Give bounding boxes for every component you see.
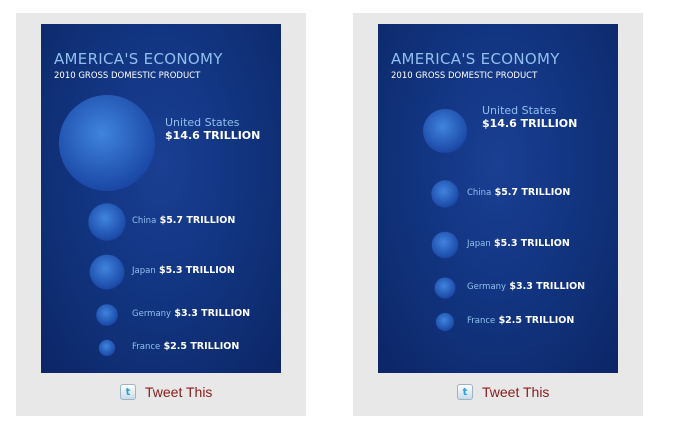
bubble-united-states	[59, 95, 155, 191]
gdp-value: $14.6 TRILLION	[482, 117, 578, 130]
country-name: China	[132, 216, 157, 226]
infographic-poster: AMERICA'S ECONOMY 2010 GROSS DOMESTIC PR…	[378, 24, 618, 373]
tweet-this-button[interactable]: t Tweet This	[120, 381, 212, 403]
infographic-panel-area: AMERICA'S ECONOMY 2010 GROSS DOMESTIC PR…	[353, 13, 643, 416]
gdp-value: $5.3 TRILLION	[490, 238, 570, 249]
bubble-label-united-states: United States $14.6 TRILLION	[165, 116, 260, 142]
country-name: Germany	[132, 309, 172, 319]
bubble-france	[435, 312, 455, 332]
country-name: France	[132, 342, 161, 352]
country-name: China	[467, 188, 492, 198]
country-name: United States	[482, 104, 557, 117]
bubble-chart	[59, 95, 155, 357]
chart-title: AMERICA'S ECONOMY	[391, 50, 560, 68]
bubble-label-france: France $2.5 TRILLION	[467, 315, 574, 326]
bubble-china	[431, 180, 459, 208]
gdp-value: $3.3 TRILLION	[171, 308, 251, 319]
bubble-france	[98, 339, 116, 357]
bubble-label-germany: Germany $3.3 TRILLION	[467, 281, 585, 292]
bubble-label-japan: Japan $5.3 TRILLION	[467, 238, 570, 249]
gdp-value: $2.5 TRILLION	[495, 315, 575, 326]
gdp-value: $14.6 TRILLION	[165, 129, 261, 142]
country-name: Japan	[132, 266, 156, 276]
country-name: Germany	[467, 282, 507, 292]
tweet-this-button[interactable]: t Tweet This	[457, 381, 549, 403]
country-name: France	[467, 316, 496, 326]
gdp-value: $5.7 TRILLION	[156, 215, 236, 226]
bubble-label-germany: Germany $3.3 TRILLION	[132, 308, 250, 319]
bubble-label-united-states: United States $14.6 TRILLION	[482, 104, 577, 130]
bubble-label-china: China $5.7 TRILLION	[132, 215, 235, 226]
bubble-germany	[434, 277, 456, 299]
chart-subtitle: 2010 GROSS DOMESTIC PRODUCT	[54, 71, 201, 81]
chart-subtitle: 2010 GROSS DOMESTIC PRODUCT	[391, 71, 538, 81]
country-name: United States	[165, 116, 240, 129]
tweet-this-label: Tweet This	[145, 384, 213, 400]
bubble-chart	[423, 109, 467, 332]
bubble-japan	[89, 254, 125, 290]
twitter-icon: t	[120, 384, 136, 400]
tweet-this-label: Tweet This	[482, 384, 550, 400]
bubble-united-states	[423, 109, 467, 153]
gdp-value: $2.5 TRILLION	[160, 341, 240, 352]
infographic-poster: AMERICA'S ECONOMY 2010 GROSS DOMESTIC PR…	[41, 24, 281, 373]
bubble-label-japan: Japan $5.3 TRILLION	[132, 265, 235, 276]
infographic-panel-diameter: AMERICA'S ECONOMY 2010 GROSS DOMESTIC PR…	[16, 13, 306, 416]
country-name: Japan	[467, 239, 491, 249]
chart-title: AMERICA'S ECONOMY	[54, 50, 223, 68]
bubble-japan	[431, 231, 459, 259]
twitter-icon: t	[457, 384, 473, 400]
bubble-germany	[96, 304, 118, 326]
bubble-label-china: China $5.7 TRILLION	[467, 187, 570, 198]
bubble-china	[88, 203, 126, 241]
bubble-label-france: France $2.5 TRILLION	[132, 341, 239, 352]
gdp-value: $5.7 TRILLION	[491, 187, 571, 198]
gdp-value: $3.3 TRILLION	[506, 281, 586, 292]
gdp-value: $5.3 TRILLION	[155, 265, 235, 276]
